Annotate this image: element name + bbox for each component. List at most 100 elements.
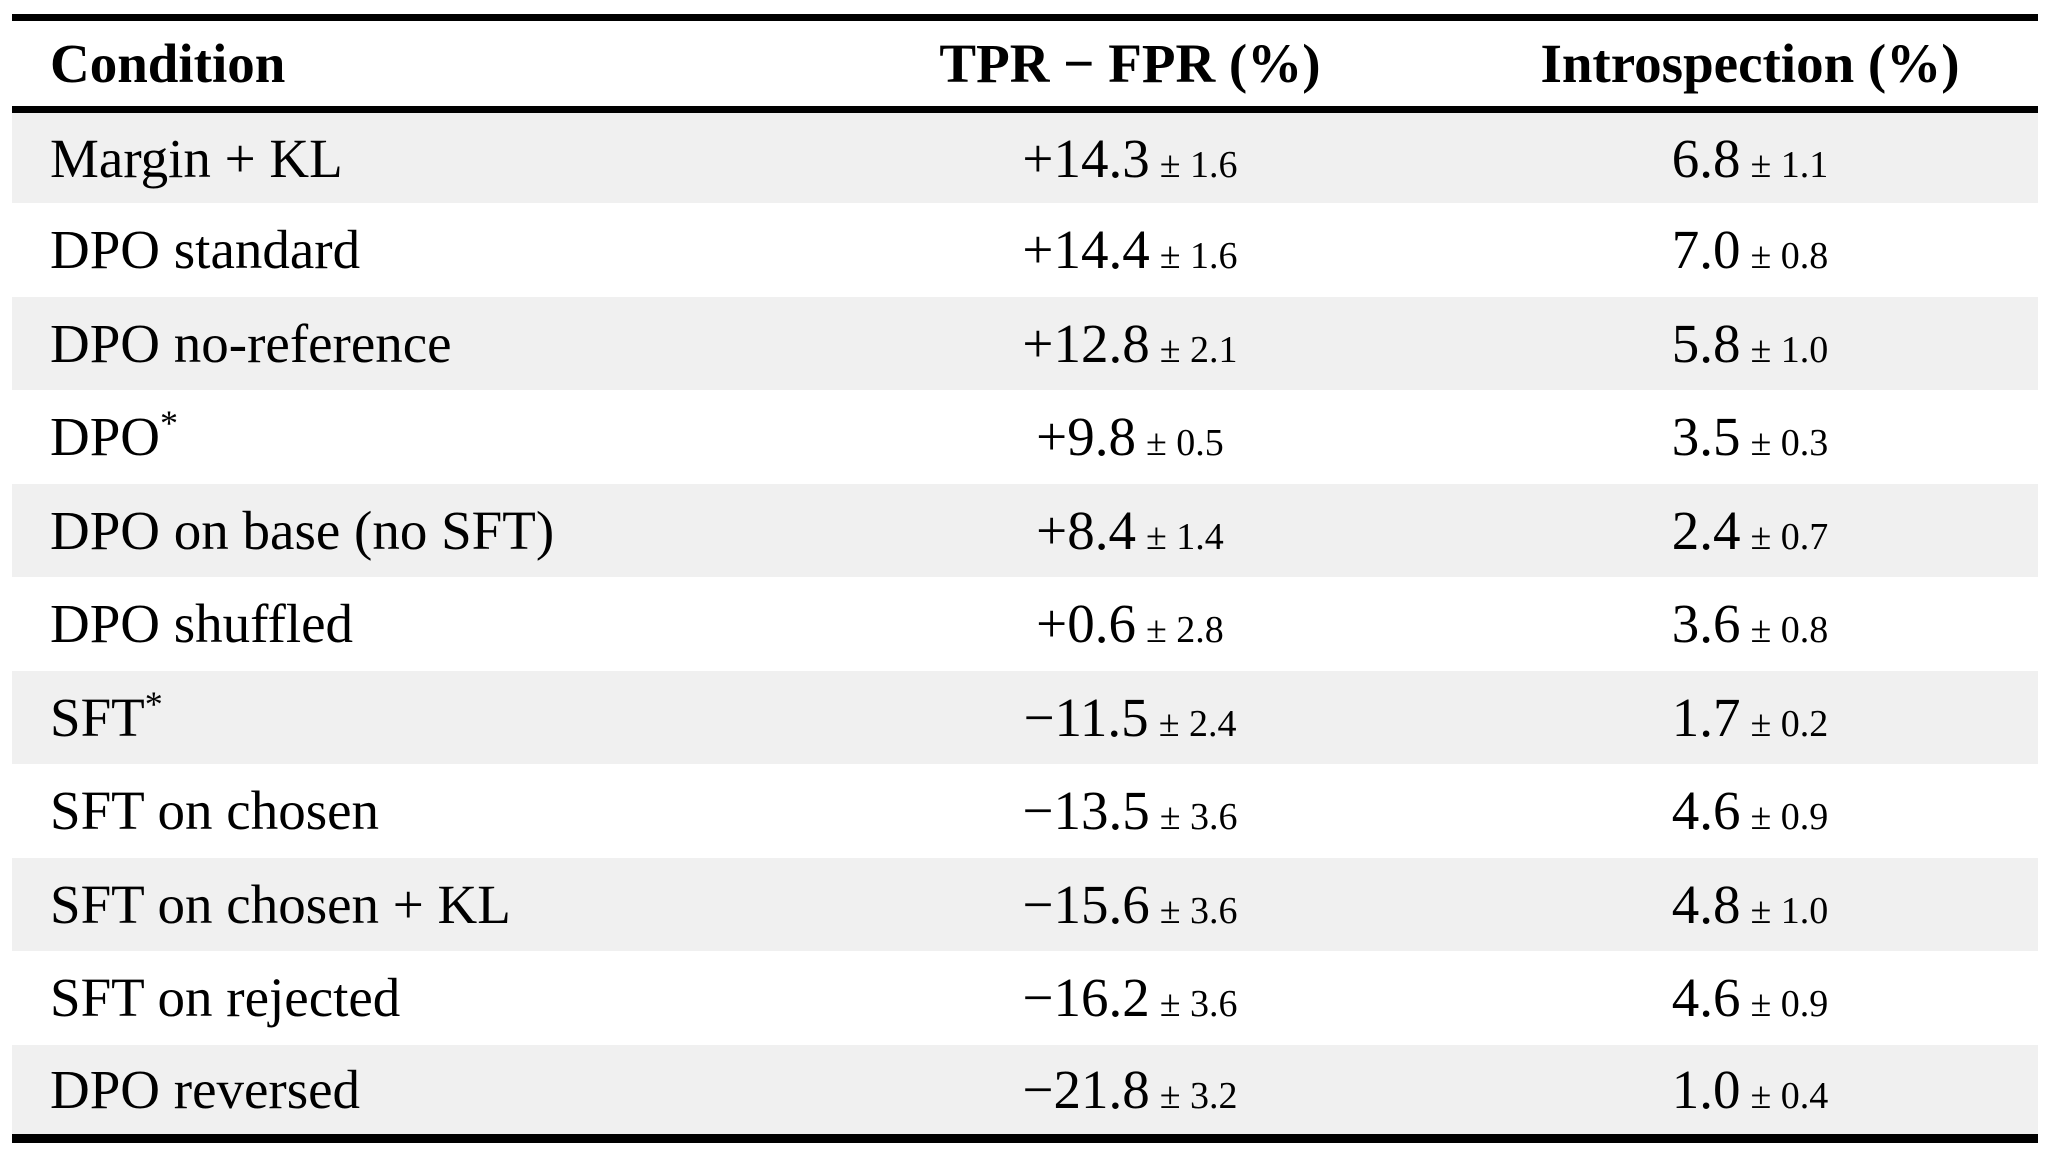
tpr-cell: +12.8 ± 2.1	[798, 297, 1462, 391]
introspection-cell: 1.7 ± 0.2	[1462, 671, 2038, 765]
condition-label: SFT on rejected	[50, 967, 401, 1029]
column-header-tpr-fpr: TPR − FPR (%)	[939, 33, 1321, 94]
value-error: ± 0.4	[1750, 1074, 1829, 1117]
table-row: DPO standard +14.4 ± 1.6 7.0 ± 0.8	[12, 203, 2038, 297]
value-main: 5.8	[1671, 312, 1741, 374]
value-error: ± 2.4	[1158, 702, 1237, 745]
tpr-cell: −21.8 ± 3.2	[798, 1045, 1462, 1139]
value-main: 4.6	[1671, 967, 1741, 1029]
value-main: +8.4	[1036, 499, 1136, 561]
table-row: SFT* −11.5 ± 2.4 1.7 ± 0.2	[12, 670, 2038, 765]
condition-cell: Margin + KL	[12, 110, 798, 204]
column-header-introspection: Introspection (%)	[1540, 33, 1960, 94]
value-main: −11.5	[1023, 686, 1149, 748]
value-main: 3.5	[1671, 406, 1741, 468]
condition-label: DPO shuffled	[50, 593, 354, 655]
condition-label: SFT on chosen + KL	[50, 873, 511, 935]
condition-cell: DPO reversed	[12, 1045, 798, 1139]
table-row: DPO* +9.8 ± 0.5 3.5 ± 0.3	[12, 390, 2038, 484]
tpr-cell: +8.4 ± 1.4	[798, 484, 1462, 578]
introspection-cell: 2.4 ± 0.7	[1462, 484, 2038, 578]
value-error: ± 0.9	[1750, 796, 1829, 839]
value-error: ± 1.4	[1145, 515, 1224, 558]
condition-label: DPO	[50, 406, 161, 468]
value-error: ± 1.1	[1750, 143, 1829, 186]
tpr-cell: +0.6 ± 2.8	[798, 577, 1462, 671]
column-header-condition: Condition	[50, 33, 286, 94]
introspection-cell: 4.6 ± 0.9	[1462, 951, 2038, 1045]
tpr-cell: −11.5 ± 2.4	[798, 671, 1462, 765]
value-error: ± 1.6	[1159, 235, 1238, 278]
value-main: 2.4	[1671, 499, 1741, 561]
table-header: Condition TPR − FPR (%) Introspection (%…	[12, 18, 2038, 110]
table-row: DPO reversed −21.8 ± 3.2 1.0 ± 0.4	[12, 1044, 2038, 1139]
condition-cell: SFT on rejected	[12, 951, 798, 1045]
results-table: Condition TPR − FPR (%) Introspection (%…	[12, 14, 2038, 1143]
value-error: ± 0.7	[1750, 515, 1829, 558]
condition-superscript: *	[160, 403, 179, 444]
value-main: 1.7	[1671, 686, 1741, 748]
condition-label: SFT on chosen	[50, 780, 380, 842]
value-error: ± 0.8	[1750, 235, 1829, 278]
table-row: DPO on base (no SFT) +8.4 ± 1.4 2.4 ± 0.7	[12, 483, 2038, 578]
tpr-cell: −15.6 ± 3.6	[798, 858, 1462, 952]
condition-cell: DPO shuffled	[12, 577, 798, 671]
condition-superscript: *	[144, 683, 163, 724]
value-main: 1.0	[1671, 1058, 1741, 1120]
value-main: +14.3	[1022, 127, 1150, 189]
table-row: SFT on chosen −13.5 ± 3.6 4.6 ± 0.9	[12, 764, 2038, 858]
value-error: ± 1.0	[1750, 328, 1829, 371]
value-error: ± 0.8	[1750, 609, 1829, 652]
introspection-cell: 4.8 ± 1.0	[1462, 858, 2038, 952]
value-main: 6.8	[1671, 127, 1741, 189]
value-main: 4.8	[1671, 873, 1741, 935]
value-error: ± 1.0	[1750, 889, 1829, 932]
value-main: −21.8	[1022, 1058, 1150, 1120]
table-row: SFT on chosen + KL −15.6 ± 3.6 4.8 ± 1.0	[12, 857, 2038, 952]
tpr-cell: −16.2 ± 3.6	[798, 951, 1462, 1045]
value-error: ± 0.5	[1145, 422, 1224, 465]
condition-label: DPO reversed	[50, 1058, 361, 1120]
introspection-cell: 1.0 ± 0.4	[1462, 1045, 2038, 1139]
value-error: ± 0.3	[1750, 422, 1829, 465]
introspection-cell: 5.8 ± 1.0	[1462, 297, 2038, 391]
value-error: ± 0.2	[1750, 702, 1829, 745]
condition-cell: SFT on chosen	[12, 764, 798, 858]
condition-label: DPO on base (no SFT)	[50, 499, 555, 561]
table-row: SFT on rejected −16.2 ± 3.6 4.6 ± 0.9	[12, 951, 2038, 1045]
header-row: Condition TPR − FPR (%) Introspection (%…	[12, 18, 2038, 110]
value-error: ± 2.1	[1159, 328, 1238, 371]
condition-label: DPO no-reference	[50, 312, 452, 374]
value-main: 4.6	[1671, 780, 1741, 842]
value-error: ± 3.6	[1159, 983, 1238, 1026]
value-error: ± 3.2	[1159, 1074, 1238, 1117]
value-error: ± 1.6	[1159, 143, 1238, 186]
value-error: ± 2.8	[1145, 609, 1224, 652]
value-main: 3.6	[1671, 593, 1741, 655]
value-error: ± 3.6	[1159, 796, 1238, 839]
value-main: −13.5	[1022, 780, 1150, 842]
condition-cell: DPO no-reference	[12, 297, 798, 391]
value-error: ± 3.6	[1159, 889, 1238, 932]
condition-cell: SFT*	[12, 671, 798, 765]
table-row: DPO shuffled +0.6 ± 2.8 3.6 ± 0.8	[12, 577, 2038, 671]
tpr-cell: +14.4 ± 1.6	[798, 203, 1462, 297]
value-error: ± 0.9	[1750, 983, 1829, 1026]
value-main: +9.8	[1036, 406, 1136, 468]
table-row: DPO no-reference +12.8 ± 2.1 5.8 ± 1.0	[12, 296, 2038, 391]
introspection-cell: 4.6 ± 0.9	[1462, 764, 2038, 858]
value-main: +12.8	[1022, 312, 1150, 374]
value-main: −15.6	[1022, 873, 1150, 935]
table-row: Margin + KL +14.3 ± 1.6 6.8 ± 1.1	[12, 109, 2038, 204]
introspection-cell: 3.5 ± 0.3	[1462, 390, 2038, 484]
introspection-cell: 3.6 ± 0.8	[1462, 577, 2038, 671]
condition-cell: DPO on base (no SFT)	[12, 484, 798, 578]
value-main: +0.6	[1036, 593, 1136, 655]
condition-cell: DPO*	[12, 390, 798, 484]
tpr-cell: −13.5 ± 3.6	[798, 764, 1462, 858]
condition-cell: SFT on chosen + KL	[12, 858, 798, 952]
condition-label: SFT	[50, 686, 145, 748]
tpr-cell: +14.3 ± 1.6	[798, 110, 1462, 204]
table-body: Margin + KL +14.3 ± 1.6 6.8 ± 1.1 DPO stan…	[12, 109, 2038, 1139]
value-main: 7.0	[1671, 219, 1741, 281]
